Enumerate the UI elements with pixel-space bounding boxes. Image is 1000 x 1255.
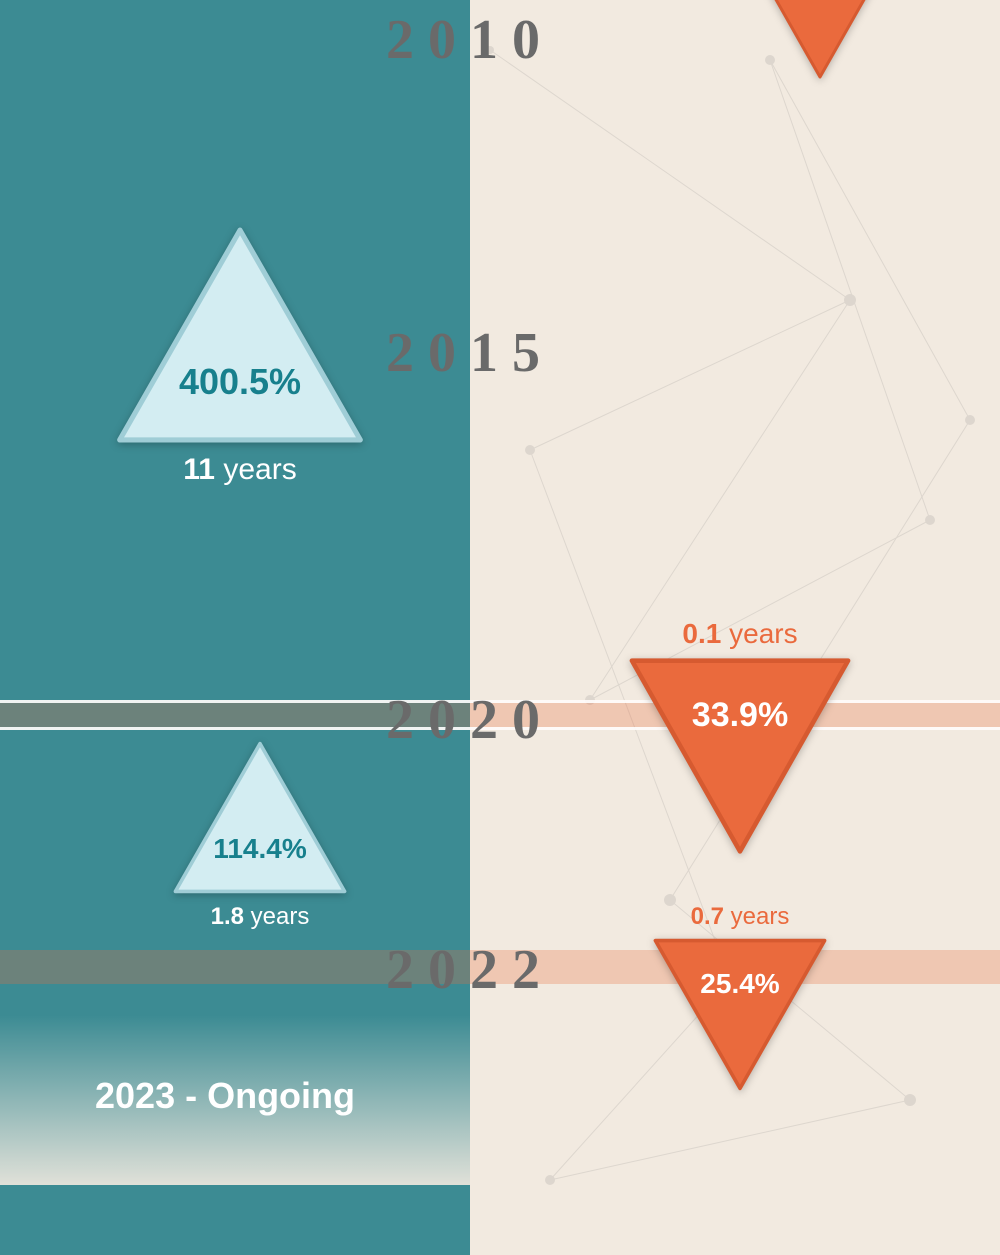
duration-number: 1.8 — [211, 903, 244, 930]
bear-run-mid: 0.1 years 33.9% — [625, 610, 855, 856]
bear-mid-duration: 0.1 years — [625, 618, 855, 650]
bull-small-percent: 114.4% — [213, 833, 306, 865]
down-triangle-icon: 25.4% — [650, 937, 830, 1092]
bull-run-small: 114.4% 1.8 years — [170, 740, 350, 931]
duration-unit: years — [223, 453, 296, 486]
bull-large-duration: 11 years — [112, 453, 368, 487]
up-triangle-icon: 400.5% — [112, 225, 368, 445]
duration-unit: years — [731, 903, 790, 930]
duration-number: 0.7 — [691, 903, 724, 930]
bull-large-percent: 400.5% — [179, 361, 301, 403]
duration-unit: years — [729, 618, 797, 649]
bull-run-large: 400.5% 11 years — [112, 225, 368, 487]
duration-number: 11 — [183, 453, 215, 486]
infographic-canvas: 2010 2015 2020 2022 400.5% 11 years 114.… — [0, 0, 1000, 1255]
left-panel — [0, 0, 470, 1255]
bear-low-percent: 25.4% — [700, 968, 779, 1000]
up-triangle-icon: 114.4% — [170, 740, 350, 895]
bull-small-duration: 1.8 years — [170, 903, 350, 931]
down-triangle-icon: 33.9% — [625, 656, 855, 856]
down-triangle-icon — [745, 0, 895, 80]
bear-run-low: 0.7 years 25.4% — [650, 895, 830, 1092]
ongoing-label: 2023 - Ongoing — [95, 1075, 355, 1117]
bear-run-top — [745, 0, 895, 80]
duration-unit: years — [251, 903, 310, 930]
bear-low-duration: 0.7 years — [650, 903, 830, 931]
duration-number: 0.1 — [682, 618, 721, 649]
bear-mid-percent: 33.9% — [692, 696, 788, 735]
